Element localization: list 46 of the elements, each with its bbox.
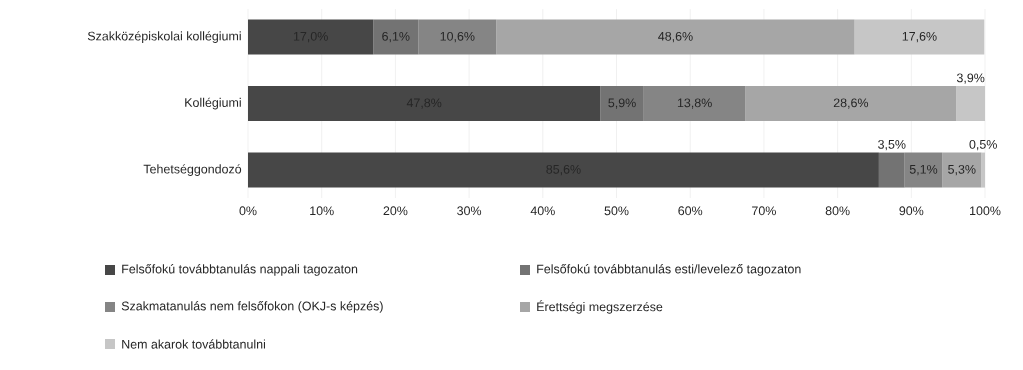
x-tick-label: 60% bbox=[678, 206, 703, 216]
x-tick-label: 90% bbox=[899, 206, 924, 216]
bar bbox=[248, 86, 601, 122]
x-tick-label: 70% bbox=[752, 206, 776, 216]
data-label: 13,8% bbox=[677, 98, 712, 109]
bar bbox=[878, 152, 905, 188]
data-label: 17,6% bbox=[902, 31, 937, 43]
x-tick-label: 0% bbox=[239, 206, 257, 216]
x-tick-label: 30% bbox=[457, 206, 482, 216]
bar bbox=[496, 19, 855, 55]
data-label: 48,6% bbox=[658, 31, 693, 43]
x-tick-label: 20% bbox=[383, 206, 408, 216]
data-label: 0,5% bbox=[969, 139, 997, 151]
data-label: 5,1% bbox=[909, 164, 938, 176]
legend-label: Szakmatanulás nem felsőfokon (OKJ-s képzés) bbox=[121, 301, 383, 313]
bar bbox=[956, 86, 986, 122]
legend-label: Nem akarok továbbtanulni bbox=[122, 339, 266, 349]
bar bbox=[981, 152, 986, 188]
data-label: 3,5% bbox=[878, 139, 906, 151]
bar bbox=[248, 19, 374, 55]
data-label: 10,6% bbox=[440, 31, 475, 43]
bar bbox=[904, 152, 943, 188]
bar bbox=[643, 86, 746, 122]
bar bbox=[600, 86, 644, 122]
y-tick-label: Tehetséggondozó bbox=[143, 164, 242, 176]
data-label: 6,1% bbox=[382, 31, 410, 43]
x-tick-label: 10% bbox=[310, 206, 334, 216]
legend-label: Érettségi megszerzése bbox=[537, 300, 663, 314]
x-tick-label: 50% bbox=[604, 206, 629, 216]
data-label: 28,6% bbox=[833, 98, 869, 109]
data-label: 5,9% bbox=[608, 98, 636, 109]
data-label: 5,3% bbox=[948, 164, 976, 176]
x-tick-label: 40% bbox=[530, 206, 555, 216]
x-tick-label: 100% bbox=[970, 206, 1001, 216]
data-label: 3,9% bbox=[956, 73, 985, 84]
y-tick-label: Kollégiumi bbox=[185, 97, 241, 110]
bar bbox=[745, 86, 957, 122]
legend-label: Felsőfokú továbbtanulás nappali tagozaton bbox=[122, 264, 358, 276]
x-tick-label: 80% bbox=[825, 206, 850, 216]
legend-label: Felsőfokú továbbtanulás esti/levelező tagozaton bbox=[537, 264, 801, 276]
bar bbox=[373, 19, 419, 55]
bar bbox=[854, 19, 985, 55]
bar bbox=[418, 19, 497, 55]
bar bbox=[942, 152, 982, 188]
y-tick-label: Szakközépiskolai kollégiumi bbox=[87, 31, 241, 43]
bar bbox=[248, 152, 879, 188]
